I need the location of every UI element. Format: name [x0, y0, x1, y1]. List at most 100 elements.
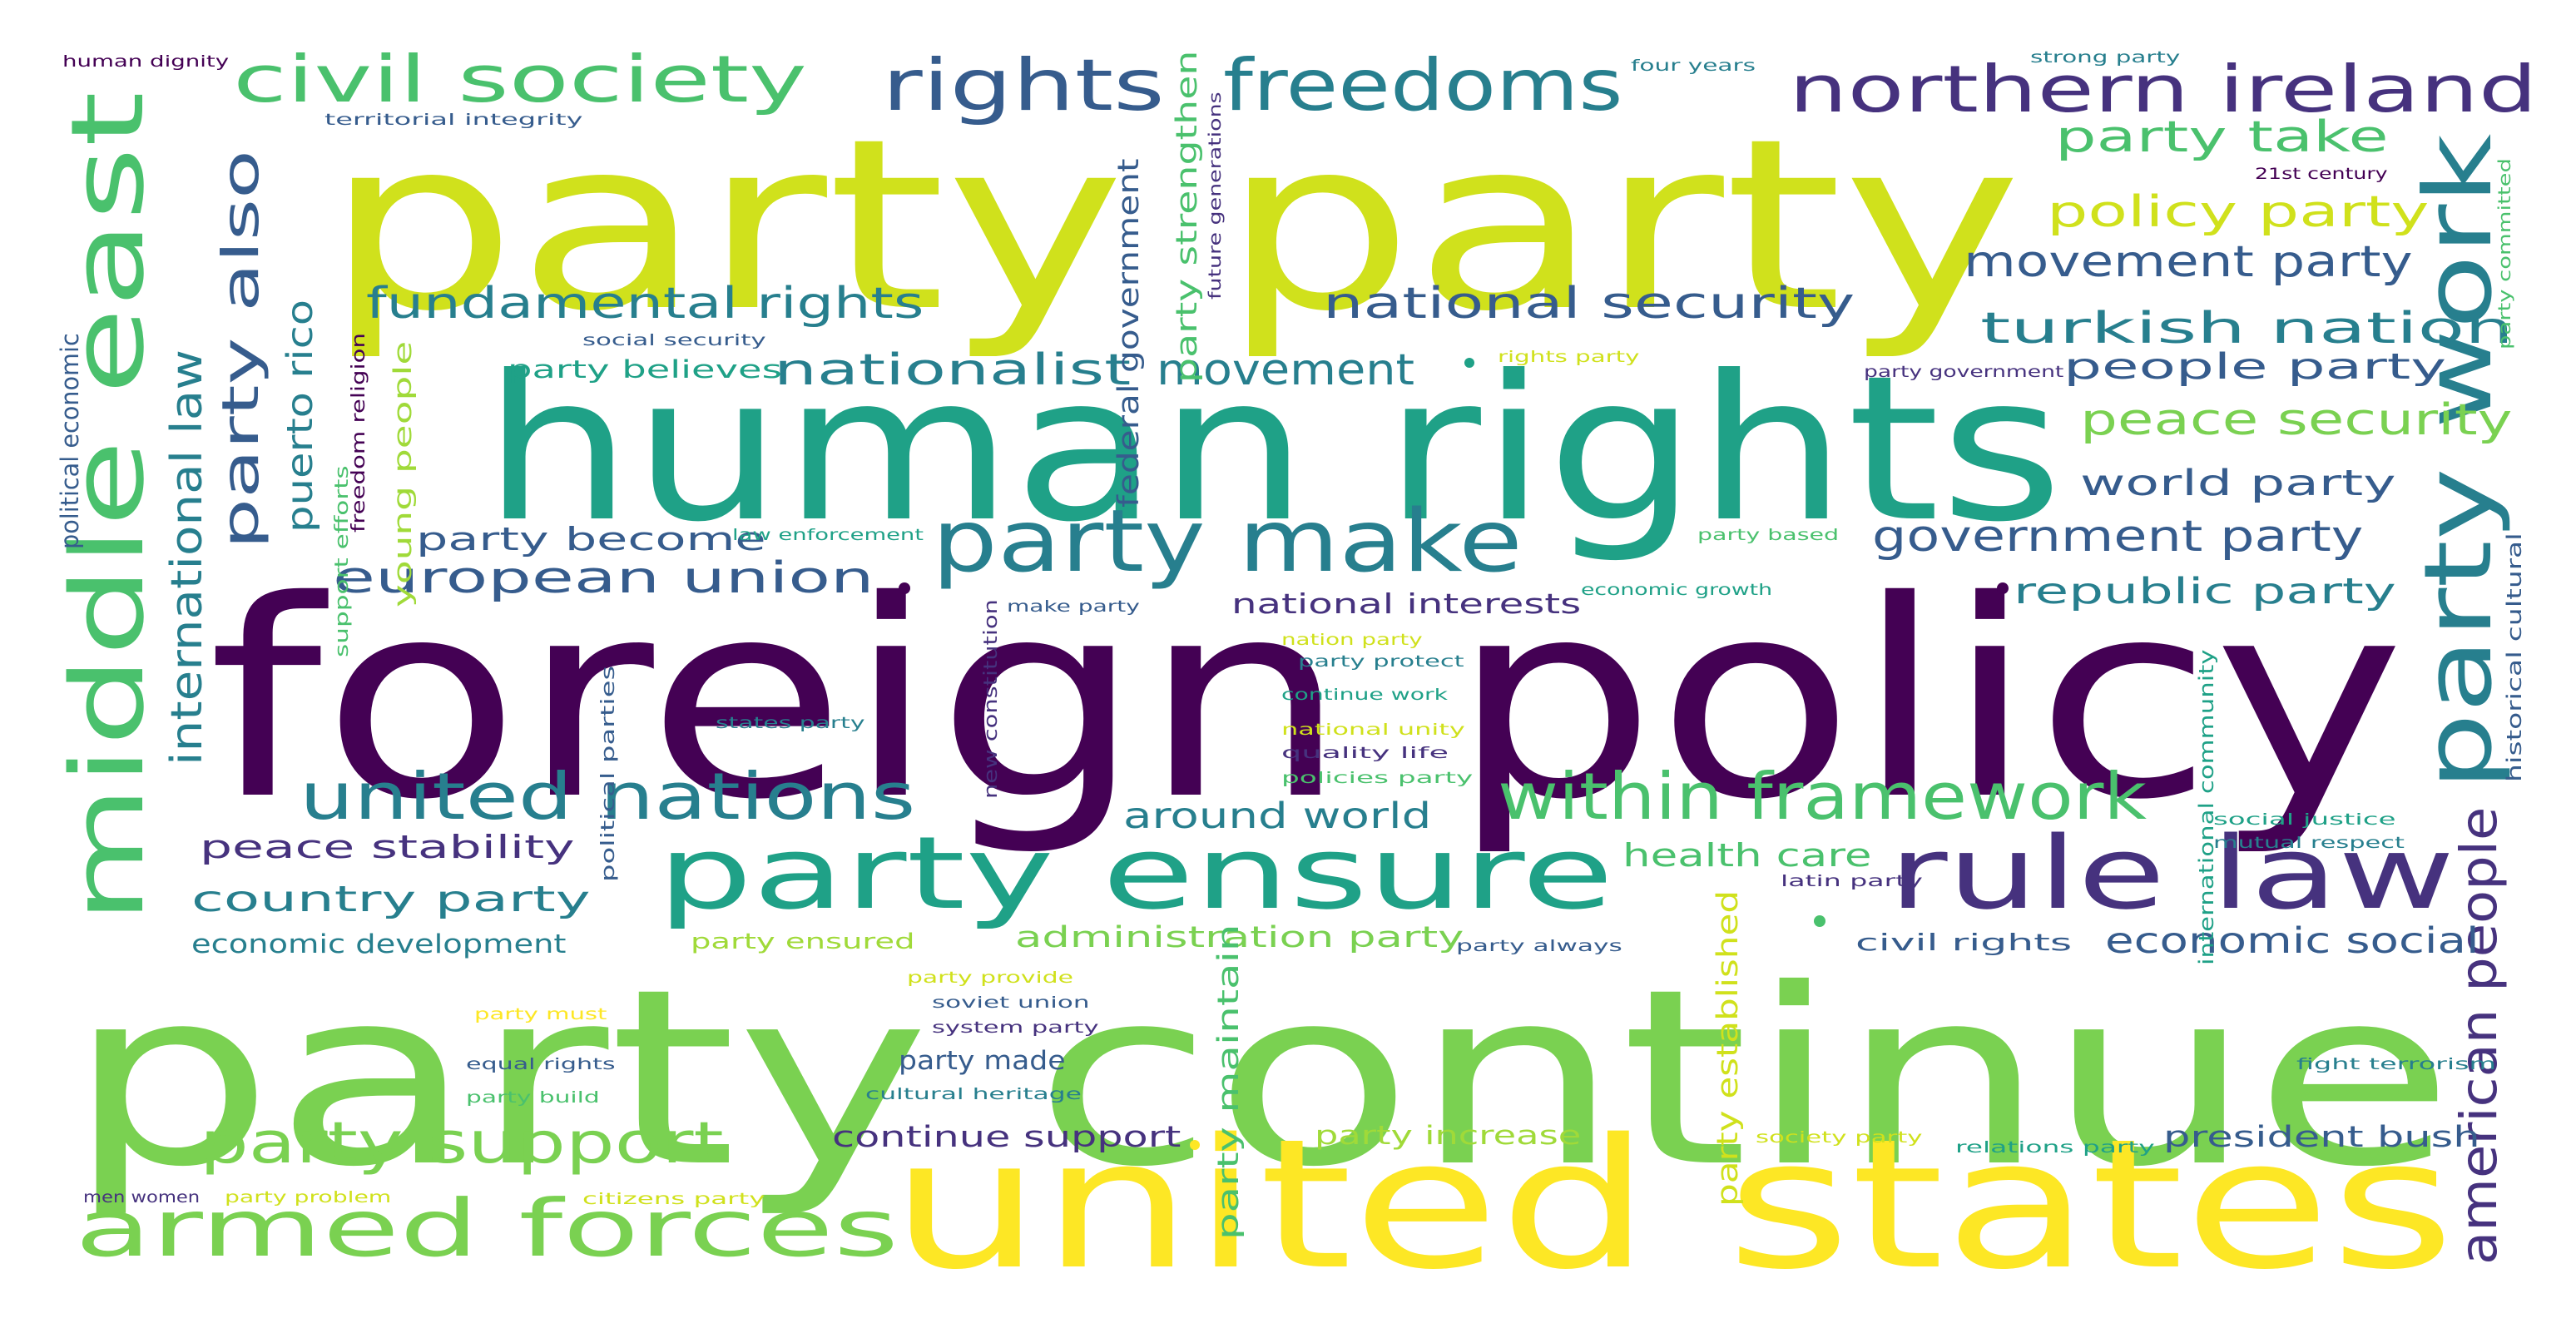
word-cultural-heritage: cultural heritage — [865, 1085, 1082, 1103]
word-latin-party: latin party — [1781, 872, 1923, 890]
word-international-community: international community — [2195, 649, 2218, 965]
word-party-provide: party provide — [907, 969, 1073, 987]
word-party-support: party support — [200, 1110, 724, 1177]
word-party-build: party build — [466, 1088, 600, 1107]
word-fundamental-rights: fundamental rights — [366, 279, 924, 329]
word-political-parties: political parties — [597, 665, 619, 882]
word-nationalist: nationalist — [774, 345, 1132, 395]
word-movement-party: movement party — [1964, 237, 2413, 287]
word-dot — [1814, 915, 1825, 927]
word-nation-party: nation party — [1281, 631, 1423, 649]
word-dot — [899, 582, 910, 594]
word-society-party: society party — [1756, 1128, 1923, 1147]
word-national-security: national security — [1323, 279, 1855, 329]
word-support-efforts: support efforts — [331, 465, 353, 657]
word-rights: rights — [882, 44, 1165, 127]
word-national-interests: national interests — [1231, 588, 1582, 620]
word-northern-ireland: northern ireland — [1789, 52, 2538, 127]
word-around-world: around world — [1123, 795, 1432, 837]
word-turkish-nation: turkish nation — [1980, 304, 2514, 354]
word-quality-life: quality life — [1281, 744, 1449, 762]
word-people-party: people party — [2063, 346, 2447, 388]
word-republic-party: republic party — [2014, 571, 2396, 612]
word-dot — [1464, 358, 1474, 368]
word-party-ensure: party ensure — [657, 815, 1614, 932]
word-economic-social: economic social — [2105, 920, 2479, 962]
word-rights-party: rights party — [1498, 348, 1640, 366]
word-party-also: party also — [212, 150, 270, 549]
word-foreign-policy: foreign policy — [208, 543, 2405, 860]
word-make-party: make party — [1007, 597, 1140, 616]
word-economic-development: economic development — [191, 929, 567, 959]
word-national-unity: national unity — [1281, 721, 1465, 739]
word-economic-growth: economic growth — [1581, 581, 1773, 599]
word-continue-work: continue work — [1281, 686, 1448, 704]
word-united-states: united states — [890, 1100, 2455, 1309]
word-within-framework: within framework — [1498, 760, 2147, 835]
word-party-believes: party believes — [508, 355, 782, 384]
word-party-protect: party protect — [1298, 652, 1464, 671]
word-social-security: social security — [582, 331, 766, 349]
word-dot — [1190, 1140, 1200, 1150]
word-world-party: world party — [2080, 463, 2396, 504]
word-party-ensured: party ensured — [691, 929, 915, 954]
word-puerto-rico: puerto rico — [280, 299, 321, 533]
word-future-generations: future generations — [1205, 92, 1225, 300]
word-party-made: party made — [899, 1046, 1066, 1076]
word-peace-stability: peace stability — [200, 829, 575, 866]
word-human-rights: human rights — [483, 332, 2063, 566]
word-policy-party: policy party — [2047, 187, 2430, 237]
word-party-must: party must — [474, 1005, 607, 1023]
word-equal-rights: equal rights — [466, 1055, 616, 1073]
word-armed-forces: armed forces — [75, 1183, 899, 1275]
word-peace-security: peace security — [2080, 395, 2513, 445]
word-federal-government: federal government — [1112, 158, 1146, 508]
word-party-party: party party — [324, 88, 2023, 363]
word-country-party: country party — [191, 879, 591, 920]
word-president-bush: president bush — [2163, 1121, 2480, 1154]
word-new-constitution: new constitution — [980, 599, 1002, 799]
word-freedoms: freedoms — [1223, 44, 1623, 127]
word-party-committed: party committed — [2494, 158, 2514, 349]
word-party-always: party always — [1456, 937, 1622, 955]
word-men-women: men women — [83, 1188, 201, 1207]
word-four-years: four years — [1631, 57, 1756, 75]
word-party-based: party based — [1697, 526, 1840, 544]
word-united-nations: united nations — [300, 760, 916, 835]
word-civil-rights: civil rights — [1855, 929, 2073, 956]
word-party-increase: party increase — [1315, 1121, 1582, 1151]
word-dot — [1997, 582, 2009, 594]
word-administration-party: administration party — [1015, 921, 1464, 954]
word-international-law: international law — [162, 349, 212, 766]
word-soviet-union: soviet union — [932, 994, 1090, 1012]
word-party-maintain: party maintain — [1212, 924, 1246, 1240]
word-rule-law: rule law — [1889, 815, 2455, 932]
word-party-established: party established — [1712, 890, 1745, 1207]
word-party-continue: party continue — [67, 937, 2455, 1220]
word-young-people: young people — [389, 340, 417, 607]
word-territorial-integrity: territorial integrity — [324, 111, 583, 129]
word-relations-party: relations party — [1955, 1138, 2155, 1157]
word-party-government: party government — [1864, 363, 2064, 381]
word-movement: movement — [1157, 345, 1415, 395]
word-party-take: party take — [2055, 112, 2389, 162]
word-citizens-party: citizens party — [582, 1190, 765, 1208]
word-social-justice: social justice — [2213, 810, 2396, 829]
word-civil-society: civil society — [233, 42, 807, 117]
word-states-party: states party — [716, 714, 865, 732]
word-party-make: party make — [932, 492, 1523, 592]
word-government-party: government party — [1872, 512, 2364, 562]
word-strong-party: strong party — [2030, 48, 2181, 67]
word-fight-terrorism: fight terrorism — [2296, 1055, 2497, 1073]
word-party-strengthen: party strengthen — [1171, 50, 1204, 383]
word-health-care: health care — [1622, 837, 1872, 875]
word-party-problem: party problem — [225, 1188, 392, 1207]
word-system-party: system party — [932, 1018, 1099, 1037]
word-21st-century: 21st century — [2255, 165, 2388, 183]
word-human-dignity: human dignity — [62, 52, 230, 71]
word-party-become: party become — [416, 521, 766, 558]
word-historical-cultural: historical cultural — [2503, 533, 2526, 782]
word-continue-support: continue support — [832, 1121, 1181, 1154]
word-mutual-respect: mutual respect — [2213, 834, 2405, 852]
word-policies-party: policies party — [1281, 769, 1474, 787]
